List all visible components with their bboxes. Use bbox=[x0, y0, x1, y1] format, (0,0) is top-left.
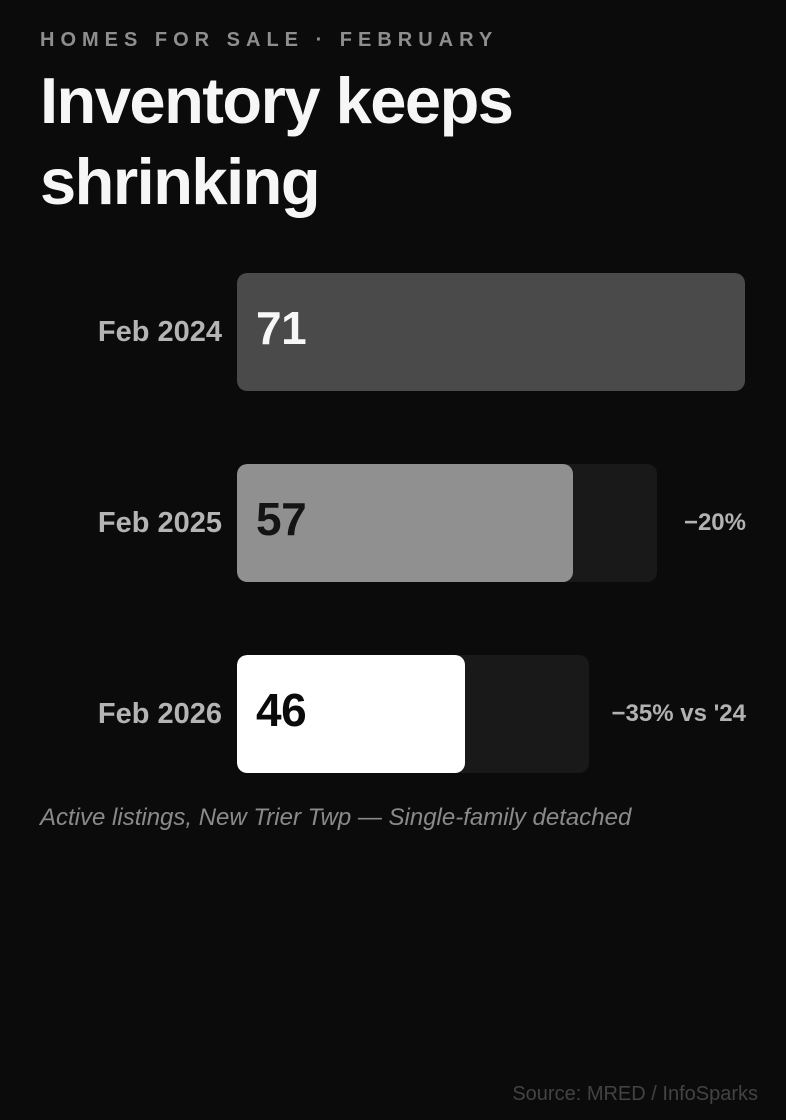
bar-row-feb-2025: Feb 2025 57 −20% bbox=[40, 464, 746, 582]
bar-chart: Feb 2024 71 Feb 2025 57 −20% Feb 2026 46 bbox=[40, 273, 746, 773]
chart-caption: Active listings, New Trier Twp — Single-… bbox=[40, 804, 632, 831]
category-label: Feb 2024 bbox=[97, 315, 222, 348]
bar-track: 71 bbox=[237, 273, 745, 391]
page-title-line1: Inventory keeps bbox=[40, 64, 514, 137]
bar-value: 71 bbox=[256, 302, 307, 354]
bar-row-feb-2026: Feb 2026 46 −35% vs '24 bbox=[40, 655, 746, 773]
category-label: Feb 2025 bbox=[97, 506, 222, 539]
bar-fill: 46 bbox=[237, 655, 466, 773]
page-title: Inventory keeps shrinking bbox=[40, 60, 746, 222]
bar-annotation: −35% vs '24 bbox=[611, 700, 746, 727]
bar-row-feb-2024: Feb 2024 71 bbox=[40, 273, 746, 391]
bar-track: 57 bbox=[237, 464, 657, 582]
bar-track: 46 bbox=[237, 655, 589, 773]
bar-fill: 57 bbox=[237, 464, 573, 582]
eyebrow-kicker: HOMES FOR SALE · FEBRUARY bbox=[40, 29, 499, 51]
bar-value: 46 bbox=[256, 684, 307, 736]
bar-value: 57 bbox=[256, 493, 307, 545]
category-label: Feb 2026 bbox=[97, 697, 222, 730]
bar-annotation: −20% bbox=[683, 509, 746, 536]
source-credit: Source: MRED / InfoSparks bbox=[512, 1083, 758, 1105]
bar-fill: 71 bbox=[237, 273, 745, 391]
page-title-line2: shrinking bbox=[40, 145, 321, 218]
